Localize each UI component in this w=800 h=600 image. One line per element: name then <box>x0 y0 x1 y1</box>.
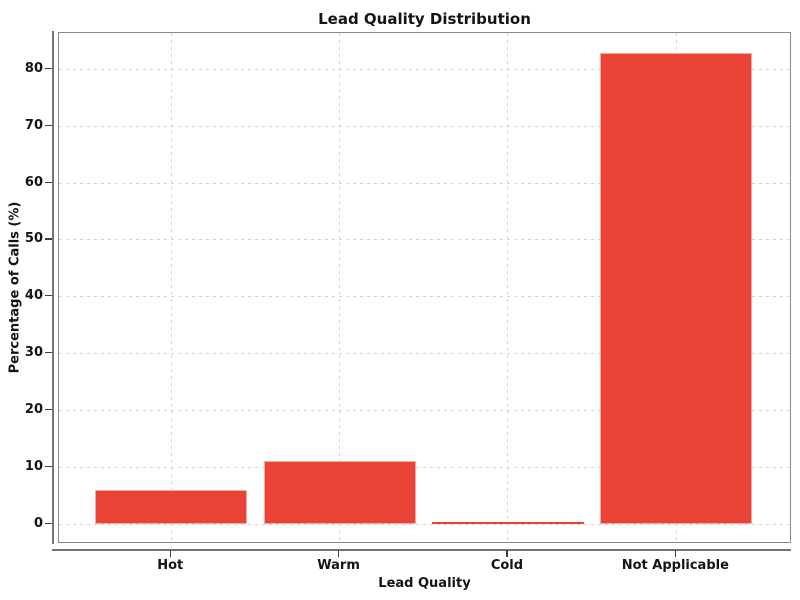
bar-not-applicable <box>600 53 753 525</box>
x-axis-label: Lead Quality <box>378 576 471 591</box>
x-tick-label-cold: Cold <box>490 558 524 573</box>
y-tick-0 <box>45 522 52 524</box>
bar-cold <box>431 522 584 525</box>
x-tick-cold <box>506 550 508 557</box>
x-axis-spine <box>52 549 791 551</box>
y-tick-60 <box>45 181 52 183</box>
x-tick-label-not-applicable: Not Applicable <box>621 558 729 573</box>
h-gridline-10 <box>59 466 790 468</box>
h-gridline-50 <box>59 239 790 241</box>
y-axis-spine <box>52 31 54 544</box>
h-gridline-20 <box>59 409 790 411</box>
y-tick-30 <box>45 352 52 354</box>
y-tick-label-70: 70 <box>24 117 43 133</box>
y-tick-40 <box>45 295 52 297</box>
y-tick-label-0: 0 <box>33 515 43 531</box>
y-tick-20 <box>45 408 52 411</box>
h-gridline-0 <box>59 523 790 525</box>
bar-hot <box>95 490 248 525</box>
y-tick-70 <box>45 124 52 126</box>
y-tick-50 <box>45 238 52 240</box>
v-gridline-warm <box>339 33 341 542</box>
x-tick-warm <box>338 550 340 557</box>
plot-area <box>58 32 791 543</box>
y-tick-label-30: 30 <box>24 345 43 361</box>
h-gridline-60 <box>59 182 790 184</box>
y-tick-label-10: 10 <box>24 458 43 474</box>
v-gridline-hot <box>170 33 172 542</box>
x-tick-label-warm: Warm <box>317 558 360 573</box>
h-gridline-80 <box>59 68 790 70</box>
y-tick-label-80: 80 <box>24 60 43 76</box>
v-gridline-cold <box>507 33 509 542</box>
x-tick-hot <box>169 550 171 557</box>
y-tick-label-40: 40 <box>24 288 43 304</box>
y-tick-label-20: 20 <box>24 401 43 417</box>
y-tick-80 <box>45 67 52 70</box>
x-tick-not-applicable <box>674 550 677 557</box>
h-gridline-70 <box>59 125 790 127</box>
bar-warm <box>263 461 416 525</box>
x-tick-label-hot: Hot <box>157 558 184 573</box>
h-gridline-30 <box>59 353 790 355</box>
h-gridline-40 <box>59 296 790 298</box>
y-tick-label-50: 50 <box>24 231 43 247</box>
y-tick-label-60: 60 <box>24 174 43 190</box>
chart-title: Lead Quality Distribution <box>318 10 531 28</box>
y-tick-10 <box>45 465 52 467</box>
